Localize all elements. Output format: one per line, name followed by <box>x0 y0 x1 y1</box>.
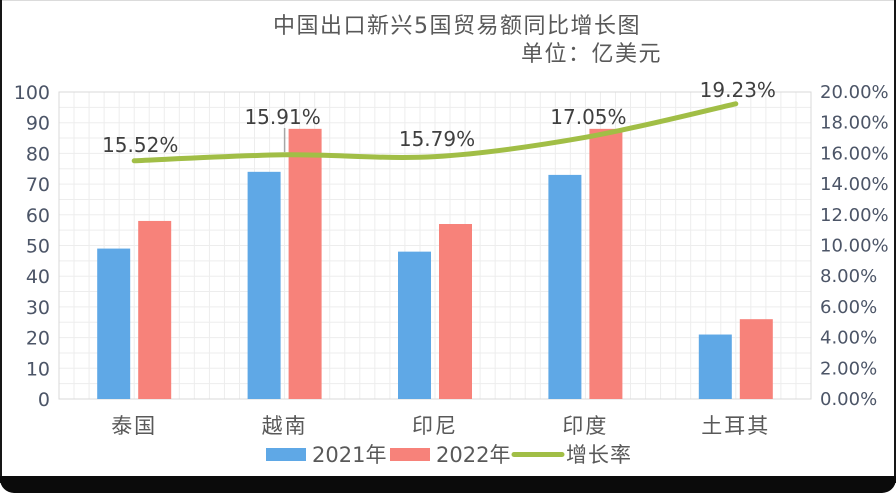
y-axis-tick-left: 10 <box>26 358 50 380</box>
y-axis-tick-left: 30 <box>26 297 50 319</box>
y-axis-tick-right: 12.00% <box>820 205 889 226</box>
x-axis-label: 越南 <box>262 414 308 438</box>
y-axis-tick-right: 4.00% <box>820 328 877 349</box>
y-axis-tick-left: 70 <box>26 174 50 196</box>
trade-growth-chart: 0 10 20 30 40 50 60 70 80 90 100 0.00% 2.00% 4.00% 6.0… <box>14 78 889 467</box>
legend-label-growth: 增长率 <box>566 443 632 467</box>
x-axis-label: 印度 <box>562 414 608 438</box>
growth-rate-line <box>131 101 739 164</box>
chart-unit-label: 单位：亿美元 <box>520 42 662 67</box>
y-axis-tick-right: 18.00% <box>820 113 889 134</box>
y-axis-tick-left: 90 <box>26 113 50 135</box>
card-left-edge <box>0 0 2 483</box>
bar-0-2 <box>398 251 431 399</box>
growth-data-label: 17.05% <box>550 105 626 129</box>
x-axis-label: 印尼 <box>412 414 458 438</box>
y-axis-tick-left: 50 <box>26 236 50 258</box>
x-axis-label: 土耳其 <box>701 414 770 438</box>
growth-data-label: 19.23% <box>700 78 776 102</box>
y-axis-tick-right: 8.00% <box>820 266 877 287</box>
bar-0-1 <box>247 171 281 399</box>
y-axis-tick-left: 40 <box>26 266 50 288</box>
chart-title-block: 中国出口新兴5国贸易额同比增长图 单位：亿美元 <box>252 13 662 68</box>
bar-1-4 <box>739 319 773 399</box>
y-axis-tick-right: 20.00% <box>820 82 889 103</box>
bar-0-4 <box>698 334 732 399</box>
y-axis-tick-right: 0.00% <box>820 389 877 410</box>
y-axis-tick-right: 10.00% <box>820 236 889 257</box>
legend-swatch-2021 <box>266 448 306 461</box>
y-axis-tick-right: 6.00% <box>820 297 877 318</box>
legend-swatch-2022 <box>390 448 430 461</box>
y-axis-tick-right: 2.00% <box>820 358 877 379</box>
x-axis-label: 泰国 <box>111 414 157 438</box>
chart-title: 中国出口新兴5国贸易额同比增长图 <box>273 14 641 39</box>
plot-border <box>58 91 812 400</box>
growth-data-label: 15.79% <box>399 127 475 151</box>
bar-1-0 <box>138 220 172 399</box>
y-axis-tick-right: 16.00% <box>820 143 889 164</box>
y-axis-tick-left: 20 <box>26 328 50 350</box>
growth-data-label: 15.91% <box>244 105 320 129</box>
growth-data-label: 15.52% <box>102 133 178 157</box>
bar-series-0 <box>97 171 732 399</box>
y-axis-tick-left: 60 <box>26 205 50 227</box>
card-right-edge <box>894 0 896 483</box>
bar-1-1 <box>288 128 322 399</box>
bar-0-0 <box>97 248 131 399</box>
y-axis-tick-right: 14.00% <box>820 174 889 195</box>
legend-label-2022: 2022年 <box>436 443 510 467</box>
y-axis-tick-left: 100 <box>14 82 50 104</box>
card-top-edge <box>2 0 894 1</box>
bar-1-3 <box>589 128 623 399</box>
y-axis-tick-left: 0 <box>38 389 50 411</box>
bar-1-2 <box>439 224 472 399</box>
bar-series-1 <box>138 128 773 399</box>
legend-label-2021: 2021年 <box>312 443 386 467</box>
bar-0-3 <box>548 174 582 399</box>
legend: 2021年 2022年 增长率 <box>266 443 632 467</box>
card-bottom-bar <box>0 476 896 493</box>
y-axis-tick-left: 80 <box>26 143 50 165</box>
